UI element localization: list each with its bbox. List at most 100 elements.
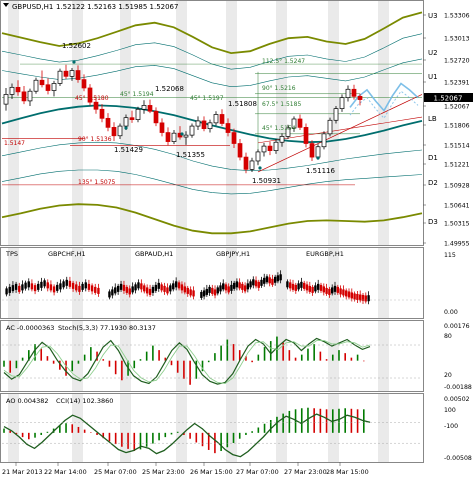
price-label: 1.50931 xyxy=(252,177,281,185)
envelope-D3-line xyxy=(1,203,423,235)
candle-body xyxy=(39,79,45,86)
pivot-marker xyxy=(180,132,184,136)
tps-bar-body xyxy=(40,281,43,288)
fib-label: 135° 1.5075 xyxy=(78,179,116,186)
session-stripe xyxy=(120,248,131,318)
candle-body xyxy=(219,114,225,124)
tps-bar-body xyxy=(62,281,65,288)
tps-bar-body xyxy=(243,285,247,292)
tps-bar-body xyxy=(241,283,244,290)
envelope-label: U2 xyxy=(428,49,438,57)
tps-bar-body xyxy=(65,279,68,286)
ghost-projection-line xyxy=(349,82,419,112)
tps-bar-body xyxy=(21,284,24,291)
fib-label: 90° 1.5136 xyxy=(78,136,112,143)
tps-bar-body xyxy=(336,286,339,293)
session-stripe xyxy=(226,321,237,391)
tps-bar-body xyxy=(137,282,140,289)
pivot-marker xyxy=(72,60,76,64)
collapse-arrow-icon[interactable] xyxy=(3,3,9,7)
tps-bar-body xyxy=(356,293,359,300)
candle-body xyxy=(111,127,117,137)
tps-bar-body xyxy=(325,287,328,294)
tps-bar-body xyxy=(119,283,123,290)
candle-body xyxy=(267,145,273,151)
axis-tick-label: 1.50641 xyxy=(444,203,470,210)
candle-body xyxy=(195,120,201,127)
candle-body xyxy=(57,70,63,84)
envelope-D1-line xyxy=(1,141,423,172)
tps-bar-body xyxy=(166,287,169,294)
tps-bar-body xyxy=(311,286,314,293)
ac-title: AC -0.0000363 xyxy=(6,324,54,332)
fib-label: 45° 1.5180 xyxy=(75,95,109,102)
candle-body xyxy=(21,91,27,102)
session-stripe xyxy=(72,1,83,245)
tps-bar-body xyxy=(361,294,365,301)
session-stripe xyxy=(8,248,19,318)
ao-axis-label: -100 xyxy=(444,423,458,430)
tps-bar-body xyxy=(180,284,184,291)
price-label: 1.51808 xyxy=(228,100,257,108)
tps-bar-body xyxy=(364,295,367,302)
tps-bar-body xyxy=(222,283,225,290)
tps-bar-body xyxy=(232,282,236,289)
fib-label: 45° 1.5154 xyxy=(262,125,296,132)
envelope-label: D2 xyxy=(428,179,438,187)
candle-body xyxy=(315,146,321,158)
tps-pair-label: GBPCHF,H1 xyxy=(48,250,86,258)
axis-tick-label: 1.53013 xyxy=(444,36,470,43)
cci-title: CCI(14) 102.3860 xyxy=(56,397,113,405)
tps-bar-body xyxy=(33,285,37,292)
candle-body xyxy=(63,70,69,77)
tps-bar-body xyxy=(128,288,131,295)
tps-bar-body xyxy=(143,285,146,292)
candle-body xyxy=(237,143,243,158)
session-stripe xyxy=(276,394,287,462)
tps-bar-body xyxy=(169,285,172,292)
candle-body xyxy=(135,108,141,120)
price-candles[interactable] xyxy=(3,64,363,174)
tps-bar-body xyxy=(331,287,334,294)
tps-bar-body xyxy=(353,293,356,300)
tps-bar-body xyxy=(125,286,129,293)
candle-body xyxy=(213,114,219,124)
candle-body xyxy=(105,117,111,128)
tps-bar-body xyxy=(328,288,331,295)
ac-axis-label: 0.00176 xyxy=(444,323,470,330)
trend-line-up xyxy=(257,94,423,173)
candle-body xyxy=(3,94,9,105)
tps-bar-body xyxy=(257,281,260,288)
ac-panel-frame xyxy=(0,320,424,392)
tps-bar-body xyxy=(350,292,353,299)
tps-bar-body xyxy=(52,286,56,293)
session-stripe xyxy=(378,394,389,462)
candle-body xyxy=(129,117,135,120)
axis-tick-label: 1.50928 xyxy=(444,183,470,190)
candle-body xyxy=(141,105,147,110)
candle-body xyxy=(351,88,357,97)
time-tick-label: 27 Mar 07:00 xyxy=(236,468,279,476)
candle-body xyxy=(333,108,339,121)
tps-bar-body xyxy=(192,290,195,297)
current-price-marker xyxy=(424,93,473,102)
candle-body xyxy=(291,118,297,129)
tps-bar-body xyxy=(359,294,362,301)
ao-histogram xyxy=(3,407,365,454)
candle-body xyxy=(93,101,99,110)
tps-histogram xyxy=(5,270,370,305)
candle-body xyxy=(297,118,303,128)
session-stripe xyxy=(328,1,339,245)
tps-bar-body xyxy=(314,285,317,292)
candle-body xyxy=(189,125,195,136)
tps-bar-body xyxy=(59,283,62,290)
price-label: 1.52068 xyxy=(155,85,184,93)
panel-frames xyxy=(0,0,424,463)
tps-bar-body xyxy=(111,289,114,296)
session-stripe xyxy=(176,1,187,245)
candle-body xyxy=(33,79,39,92)
ac-axis-label: 20 xyxy=(444,372,452,379)
candle-body xyxy=(147,105,153,112)
